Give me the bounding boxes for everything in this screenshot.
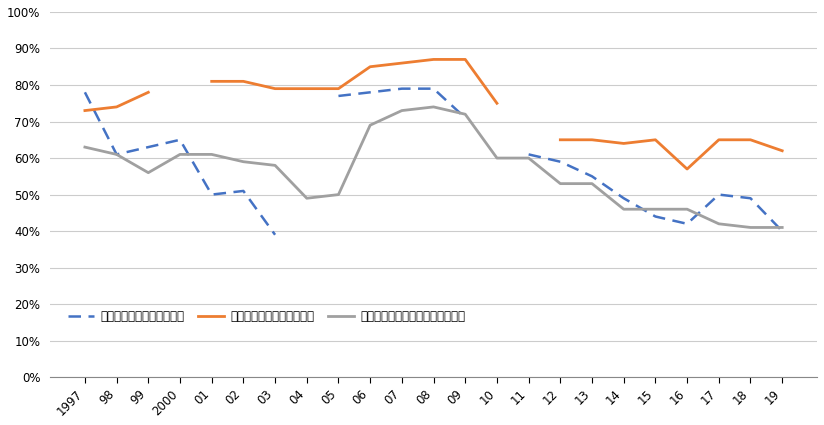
香港の未来に自信がもてる (207, 192, 217, 197)
一国二制度に対して信頼がもてる (365, 123, 375, 128)
Legend: 香港の未来に自信がもてる, 中国の未来に自信がもてる, 一国二制度に対して信頼がもてる: 香港の未来に自信がもてる, 中国の未来に自信がもてる, 一国二制度に対して信頼が… (63, 305, 470, 328)
一国二制度に対して信頼がもてる (492, 156, 502, 161)
香港の未来に自信がもてる (397, 86, 407, 91)
香港の未来に自信がもてる (365, 90, 375, 95)
一国二制度に対して信頼がもてる (746, 225, 756, 230)
一国二制度に対して信頼がもてる (80, 144, 90, 150)
中国の未来に自信がもてる (555, 137, 565, 142)
一国二制度に対して信頼がもてる (143, 170, 153, 175)
香港の未来に自信がもてる (238, 188, 248, 193)
一国二制度に対して信頼がもてる (112, 152, 122, 157)
香港の未来に自信がもてる (619, 196, 629, 201)
中国の未来に自信がもてる (619, 141, 629, 146)
中国の未来に自信がもてる (492, 101, 502, 106)
香港の未来に自信がもてる (80, 90, 90, 95)
中国の未来に自信がもてる (334, 86, 344, 91)
香港の未来に自信がもてる (714, 192, 723, 197)
香港の未来に自信がもてる (524, 152, 534, 157)
一国二制度に対して信頼がもてる (524, 156, 534, 161)
中国の未来に自信がもてる (270, 86, 280, 91)
一国二制度に対して信頼がもてる (334, 192, 344, 197)
一国二制度に対して信頼がもてる (682, 207, 692, 212)
香港の未来に自信がもてる (334, 94, 344, 99)
一国二制度に対して信頼がもてる (302, 196, 311, 201)
香港の未来に自信がもてる (270, 232, 280, 237)
中国の未来に自信がもてる (207, 79, 217, 84)
一国二制度に対して信頼がもてる (587, 181, 597, 186)
一国二制度に対して信頼がもてる (555, 181, 565, 186)
中国の未来に自信がもてる (302, 86, 311, 91)
一国二制度に対して信頼がもてる (238, 159, 248, 164)
中国の未来に自信がもてる (714, 137, 723, 142)
香港の未来に自信がもてる (746, 196, 756, 201)
中国の未来に自信がもてる (238, 79, 248, 84)
Line: 一国二制度に対して信頼がもてる: 一国二制度に対して信頼がもてる (85, 107, 782, 227)
一国二制度に対して信頼がもてる (270, 163, 280, 168)
香港の未来に自信がもてる (587, 174, 597, 179)
Line: 香港の未来に自信がもてる: 香港の未来に自信がもてる (85, 89, 782, 235)
中国の未来に自信がもてる (365, 64, 375, 69)
一国二制度に対して信頼がもてる (428, 105, 438, 110)
香港の未来に自信がもてる (682, 221, 692, 227)
一国二制度に対して信頼がもてる (619, 207, 629, 212)
香港の未来に自信がもてる (175, 137, 185, 142)
一国二制度に対して信頼がもてる (777, 225, 787, 230)
香港の未来に自信がもてる (428, 86, 438, 91)
中国の未来に自信がもてる (428, 57, 438, 62)
一国二制度に対して信頼がもてる (397, 108, 407, 113)
香港の未来に自信がもてる (461, 115, 471, 120)
一国二制度に対して信頼がもてる (461, 112, 471, 117)
中国の未来に自信がもてる (587, 137, 597, 142)
中国の未来に自信がもてる (397, 60, 407, 65)
中国の未来に自信がもてる (777, 148, 787, 153)
一国二制度に対して信頼がもてる (650, 207, 660, 212)
香港の未来に自信がもてる (650, 214, 660, 219)
一国二制度に対して信頼がもてる (714, 221, 723, 227)
香港の未来に自信がもてる (112, 152, 122, 157)
中国の未来に自信がもてる (746, 137, 756, 142)
中国の未来に自信がもてる (112, 105, 122, 110)
中国の未来に自信がもてる (80, 108, 90, 113)
香港の未来に自信がもてる (143, 144, 153, 150)
中国の未来に自信がもてる (461, 57, 471, 62)
中国の未来に自信がもてる (650, 137, 660, 142)
一国二制度に対して信頼がもてる (207, 152, 217, 157)
香港の未来に自信がもてる (555, 159, 565, 164)
香港の未来に自信がもてる (777, 229, 787, 234)
一国二制度に対して信頼がもてる (175, 152, 185, 157)
中国の未来に自信がもてる (143, 90, 153, 95)
中国の未来に自信がもてる (682, 167, 692, 172)
Line: 中国の未来に自信がもてる: 中国の未来に自信がもてる (85, 60, 782, 169)
